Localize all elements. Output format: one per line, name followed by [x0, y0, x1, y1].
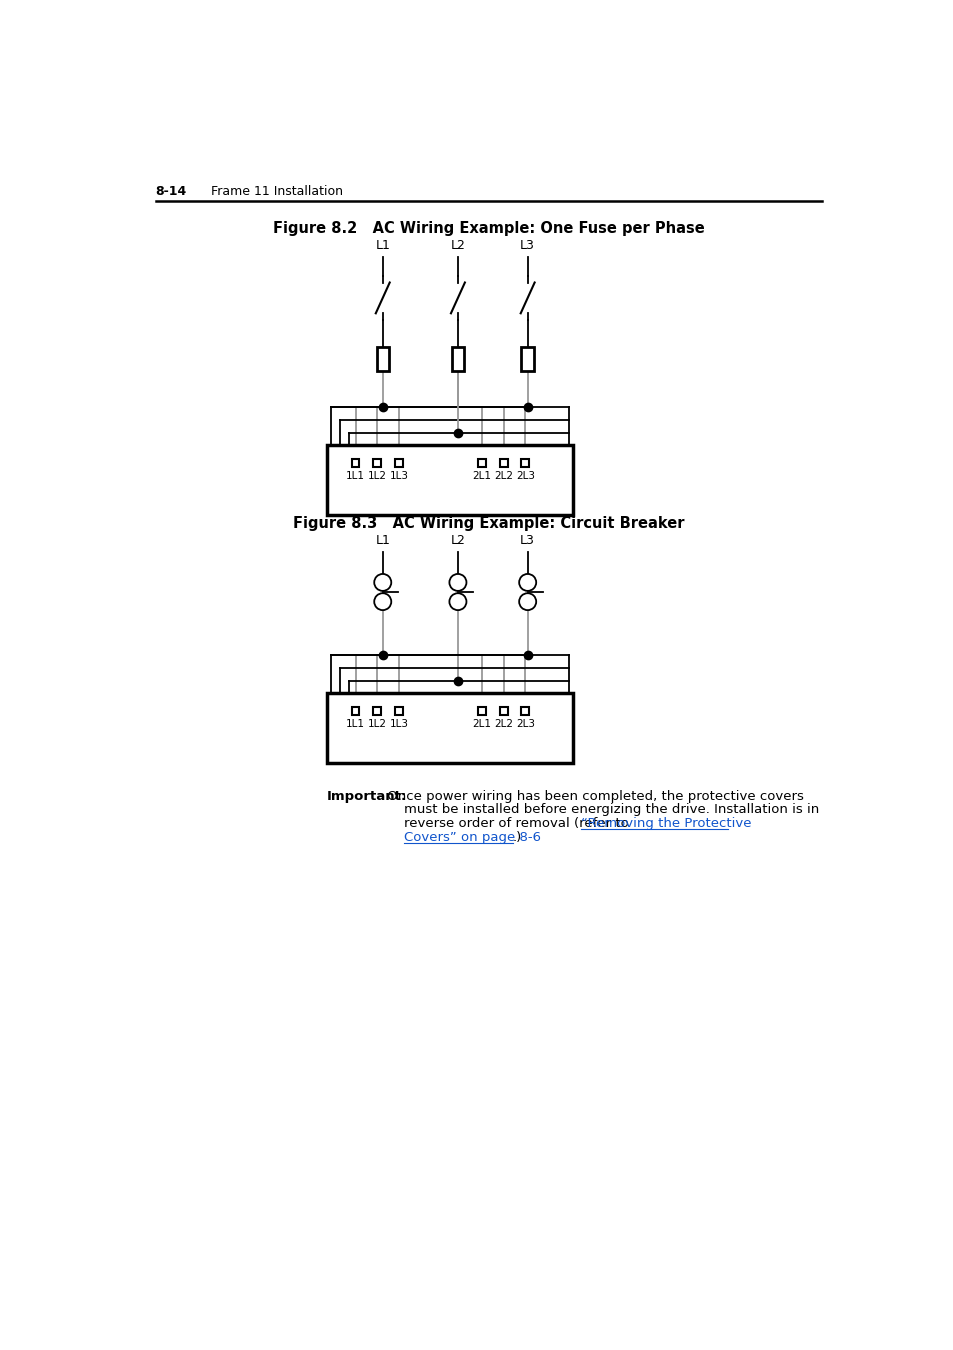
Bar [499, 707, 507, 716]
Text: Figure 8.2   AC Wiring Example: One Fuse per Phase: Figure 8.2 AC Wiring Example: One Fuse p… [273, 221, 704, 236]
Text: 2L2: 2L2 [494, 718, 513, 729]
Text: Covers” on page 8-6: Covers” on page 8-6 [404, 832, 541, 844]
Text: L3: L3 [519, 239, 535, 251]
Text: 2L3: 2L3 [516, 471, 535, 481]
Bar [499, 459, 507, 467]
Bar [477, 459, 485, 467]
Circle shape [374, 593, 391, 610]
Text: must be installed before energizing the drive. Installation is in: must be installed before energizing the … [404, 803, 819, 817]
Bar [452, 347, 464, 371]
Text: reverse order of removal (refer to: reverse order of removal (refer to [404, 817, 633, 830]
Bar [352, 459, 359, 467]
Text: 1L1: 1L1 [346, 718, 365, 729]
Text: L3: L3 [519, 535, 535, 547]
Circle shape [518, 593, 536, 610]
Circle shape [449, 574, 466, 591]
Bar [395, 707, 402, 716]
Text: L1: L1 [375, 535, 390, 547]
Bar [521, 459, 529, 467]
Bar [373, 707, 381, 716]
Circle shape [449, 593, 466, 610]
Circle shape [374, 574, 391, 591]
Bar [395, 459, 402, 467]
Text: 2L2: 2L2 [494, 471, 513, 481]
Text: “Removing the Protective: “Removing the Protective [580, 817, 755, 830]
Text: L2: L2 [450, 535, 465, 547]
Bar [352, 707, 359, 716]
Bar [477, 707, 485, 716]
Bar [327, 694, 572, 763]
Text: L1: L1 [375, 239, 390, 251]
Text: 1L3: 1L3 [389, 471, 408, 481]
Text: .): .) [513, 832, 521, 844]
Text: 2L1: 2L1 [472, 471, 491, 481]
Bar [521, 707, 529, 716]
Bar [521, 347, 534, 371]
Text: L2: L2 [450, 239, 465, 251]
Text: Figure 8.3   AC Wiring Example: Circuit Breaker: Figure 8.3 AC Wiring Example: Circuit Br… [293, 517, 684, 532]
Text: Once power wiring has been completed, the protective covers: Once power wiring has been completed, th… [382, 790, 802, 802]
Text: Important:: Important: [327, 790, 407, 802]
Circle shape [518, 574, 536, 591]
Text: 2L1: 2L1 [472, 718, 491, 729]
Text: 1L1: 1L1 [346, 471, 365, 481]
Text: 2L3: 2L3 [516, 718, 535, 729]
Text: 1L3: 1L3 [389, 718, 408, 729]
Text: 1L2: 1L2 [368, 471, 386, 481]
Text: 8-14: 8-14 [155, 185, 187, 197]
Text: 1L2: 1L2 [368, 718, 386, 729]
Bar [327, 446, 572, 514]
Bar [373, 459, 381, 467]
Bar [376, 347, 389, 371]
Text: Frame 11 Installation: Frame 11 Installation [211, 185, 342, 197]
